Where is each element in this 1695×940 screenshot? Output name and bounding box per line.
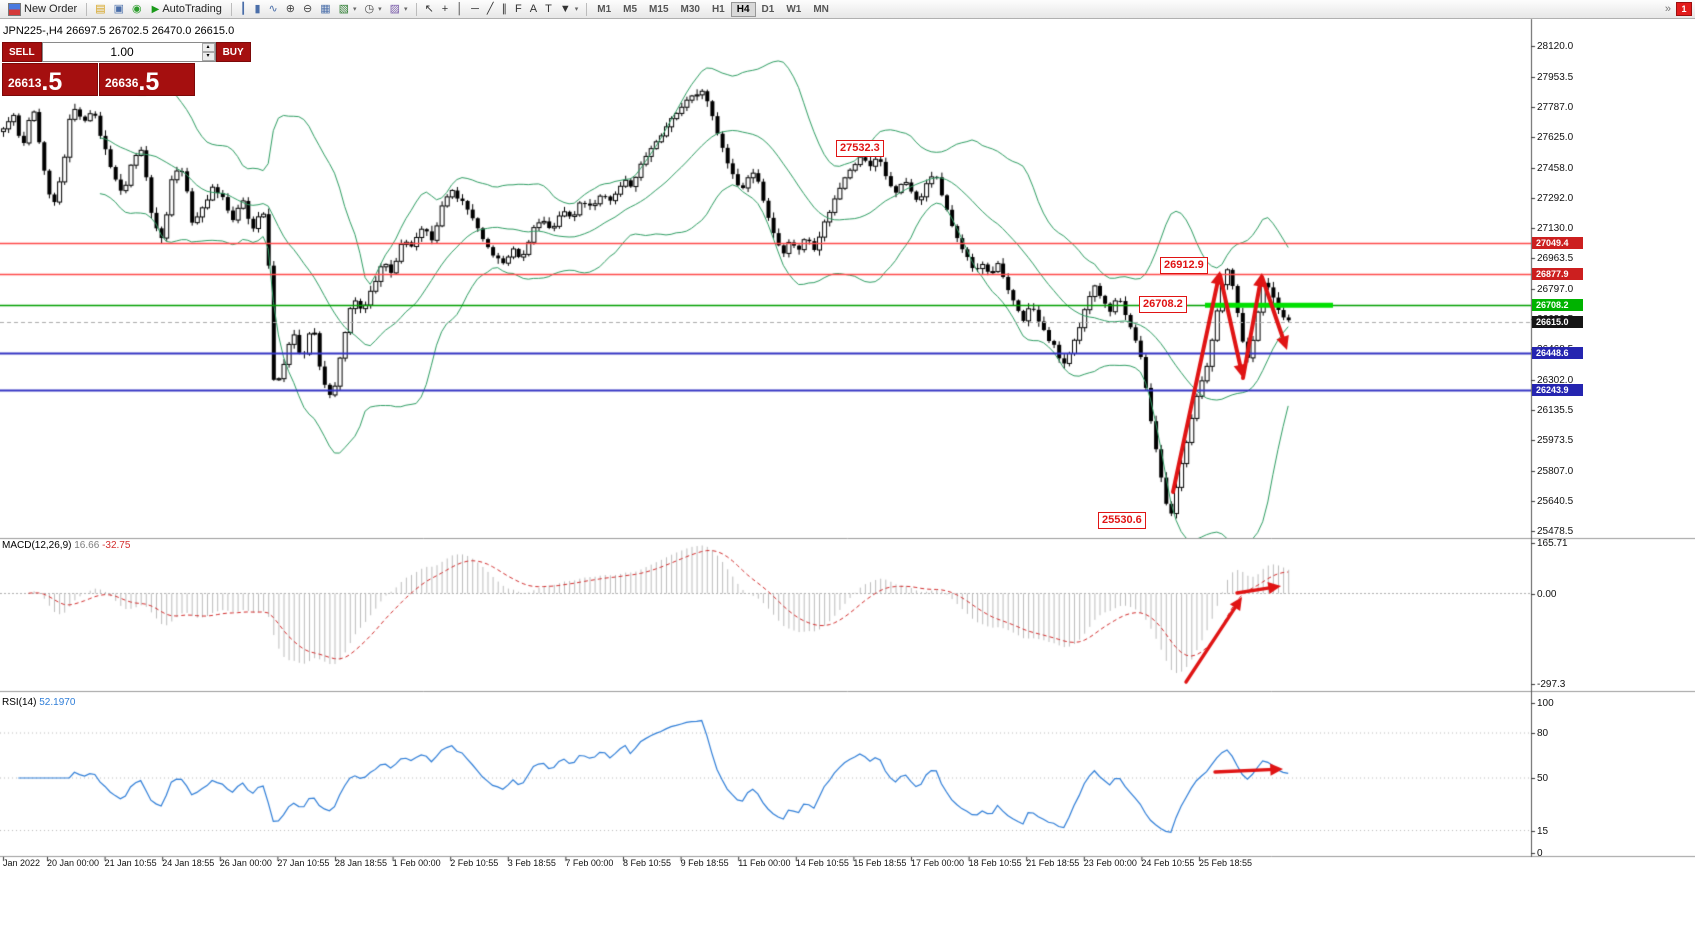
toolbar: New Order ▤ ▣ ◉ ▶ AutoTrading ┃ ▮ ∿ ⊕ ⊖ ▦ ▧ ▾ ◷ ▾ ▨ ▾… — [0, 0, 1695, 19]
new-chart-icon[interactable]: ▧ ▾ — [335, 1, 361, 17]
timeframe-m1[interactable]: M1 — [591, 2, 617, 17]
chevron-down-icon: ▾ — [353, 6, 357, 13]
strategy-tester-icon[interactable]: ◉ — [128, 1, 146, 17]
toolbar-icon-group: ▤ ▣ ◉ — [91, 1, 145, 17]
chevron-down-icon: ▾ — [404, 6, 408, 13]
timeframe-m5[interactable]: M5 — [617, 2, 643, 17]
volume-input[interactable] — [42, 43, 202, 61]
toolbar-right-group: » — [1661, 1, 1675, 17]
autotrading-label: AutoTrading — [162, 3, 222, 15]
sell-price[interactable]: 26613.5 — [2, 63, 98, 96]
rsi-value: 52.1970 — [39, 697, 76, 708]
macd-main-value: 16.66 — [74, 540, 100, 551]
volume-field: ▴ ▾ — [41, 42, 216, 62]
autotrading-button[interactable]: ▶ AutoTrading — [147, 1, 227, 17]
sell-price-fraction: .5 — [41, 68, 63, 96]
buy-price-main: 26636 — [105, 76, 139, 90]
timeframe-h1[interactable]: H1 — [706, 2, 731, 17]
toolbar-separator — [230, 2, 232, 16]
chart-title: JPN225-,H4 26697.5 26702.5 26470.0 26615… — [3, 25, 234, 37]
rsi-name: RSI(14) — [2, 697, 37, 708]
chart-tools-group: ┃ ▮ ∿ ⊕ ⊖ ▦ ▧ ▾ ◷ ▾ ▨ ▾ — [236, 1, 412, 17]
toolbar-separator — [86, 2, 88, 16]
shapes-icon[interactable]: ▼ ▾ — [556, 1, 582, 17]
horizontal-line-icon[interactable]: ─ — [467, 1, 483, 17]
macd-indicator-label: MACD(12,26,9) 16.66 -32.75 — [2, 540, 131, 551]
text-icon[interactable]: A — [526, 1, 541, 17]
chart-ohlc-values: 26697.5 26702.5 26470.0 26615.0 — [65, 25, 235, 37]
tile-windows-icon[interactable]: ▦ — [316, 1, 334, 17]
timeframe-w1[interactable]: W1 — [780, 2, 807, 17]
new-order-label: New Order — [24, 3, 78, 15]
fibonacci-icon[interactable]: F — [511, 1, 526, 17]
candlestick-chart-type-icon[interactable]: ▮ — [250, 1, 264, 17]
line-chart-type-icon[interactable]: ∿ — [265, 1, 282, 17]
toolbar-separator — [415, 2, 417, 16]
volume-decrease-button[interactable]: ▾ — [201, 52, 215, 61]
label-icon[interactable]: T — [541, 1, 556, 17]
line-tools-group: ↖ + │ ─ ╱ ∥ F A T ▼ ▾ — [421, 1, 583, 17]
chart-symbol-period: JPN225-,H4 — [3, 25, 63, 37]
bars-chart-type-icon[interactable]: ┃ — [236, 1, 251, 17]
crosshair-icon[interactable]: + — [438, 1, 452, 17]
timeframe-h4[interactable]: H4 — [730, 1, 756, 17]
zoom-in-icon[interactable]: ⊕ — [282, 1, 299, 17]
cursor-icon[interactable]: ↖ — [421, 1, 438, 17]
quotes-icon[interactable]: ▤ — [91, 1, 109, 17]
buy-price[interactable]: 26636.5 — [99, 63, 195, 96]
macd-signal-value: -32.75 — [102, 540, 131, 551]
new-order-button[interactable]: New Order — [3, 1, 82, 17]
buy-price-fraction: .5 — [138, 68, 160, 96]
play-icon: ▶ — [151, 3, 160, 15]
timeframe-m30[interactable]: M30 — [675, 2, 706, 17]
buy-button[interactable]: BUY — [215, 42, 251, 62]
chevron-down-icon: ▾ — [378, 6, 382, 13]
timeframe-mn[interactable]: MN — [807, 2, 835, 17]
timeframes-group: M1 M5 M15 M30 H1 H4 D1 W1 MN — [591, 1, 835, 17]
timeframe-d1[interactable]: D1 — [756, 2, 781, 17]
toolbar-overflow-icon[interactable]: » — [1661, 1, 1675, 17]
one-click-trading-panel: SELL ▴ ▾ BUY 26613.5 26636.5 — [2, 42, 251, 96]
toolbar-separator — [586, 2, 588, 16]
volume-increase-button[interactable]: ▴ — [201, 43, 215, 52]
volume-spinner: ▴ ▾ — [201, 43, 215, 61]
macd-name: MACD(12,26,9) — [2, 540, 72, 551]
rsi-indicator-label: RSI(14) 52.1970 — [2, 697, 76, 708]
trendline-icon[interactable]: ╱ — [483, 1, 498, 17]
templates-icon[interactable]: ▨ ▾ — [386, 1, 412, 17]
timeframe-m15[interactable]: M15 — [643, 2, 674, 17]
data-window-icon[interactable]: ▣ — [110, 1, 128, 17]
channel-icon[interactable]: ∥ — [498, 1, 512, 17]
periods-icon[interactable]: ◷ ▾ — [361, 1, 386, 17]
sell-price-main: 26613 — [8, 76, 42, 90]
sell-button[interactable]: SELL — [2, 42, 42, 62]
chevron-down-icon: ▾ — [574, 6, 579, 13]
zoom-out-icon[interactable]: ⊖ — [299, 1, 316, 17]
vertical-line-icon[interactable]: │ — [452, 1, 467, 17]
new-order-icon — [8, 2, 21, 16]
notification-badge[interactable]: 1 — [1676, 2, 1692, 16]
